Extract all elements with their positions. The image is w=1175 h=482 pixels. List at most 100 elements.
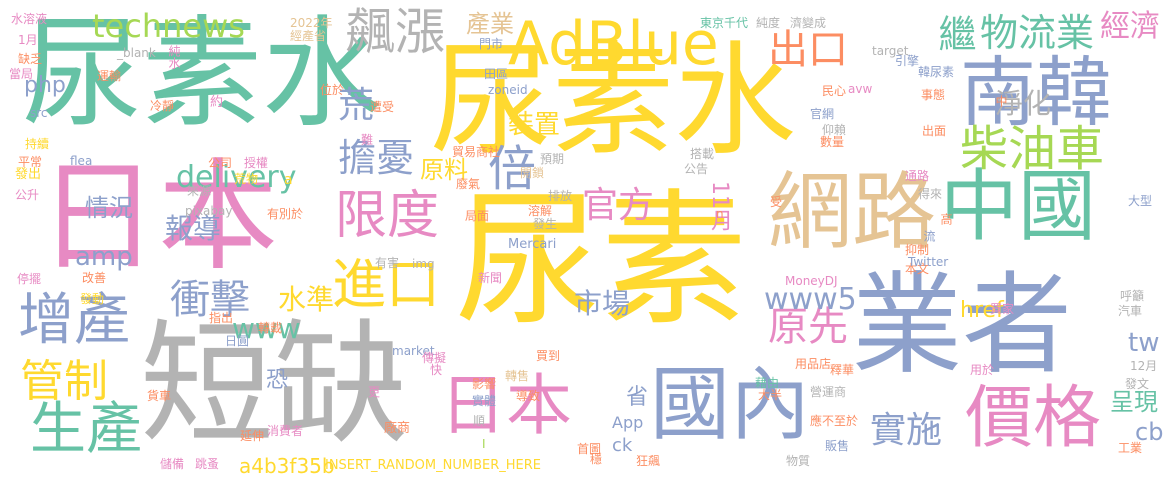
word-cloud-word: 中國 xyxy=(940,162,1097,252)
word-cloud-word: zoneid xyxy=(488,83,528,97)
word-cloud-word: 冷靜 xyxy=(150,99,175,113)
word-cloud-word: 倍 xyxy=(488,141,537,197)
word-cloud-word: 消費者 xyxy=(267,424,304,438)
word-cloud-word: delivery xyxy=(176,160,297,195)
word-cloud-word: 快 xyxy=(430,363,443,377)
word-cloud-word: 經濟 xyxy=(1100,9,1160,44)
word-cloud-word: 出面 xyxy=(922,124,947,138)
word-cloud-word: 發出 xyxy=(15,167,42,182)
word-cloud-word: 經產省 xyxy=(290,29,327,43)
word-cloud-word: 實施 xyxy=(870,410,943,451)
word-cloud-word: 跳蚤 xyxy=(195,457,220,471)
word-cloud-word: 12月 xyxy=(1130,359,1158,373)
word-cloud-word: 純水 xyxy=(167,45,181,69)
word-cloud-word: 公司 xyxy=(208,156,233,170)
word-cloud-word: 高 xyxy=(939,213,953,225)
word-cloud-word: 發動 xyxy=(80,292,105,306)
word-cloud-word: 限度 xyxy=(335,186,440,246)
word-cloud-word: 東京千代 xyxy=(700,16,749,30)
word-cloud-word: ck xyxy=(612,435,633,456)
word-cloud-word: 大型 xyxy=(1128,194,1153,208)
word-cloud-word: 水溶液 xyxy=(11,12,48,26)
word-cloud-word: 持續 xyxy=(25,137,50,151)
word-cloud-word: 實體 xyxy=(472,394,497,408)
word-cloud-word: 溶解 xyxy=(528,204,553,218)
word-cloud-word: 產業 xyxy=(466,10,514,38)
word-cloud-word: _blank xyxy=(117,46,156,60)
word-cloud-word: 數量 xyxy=(820,135,845,149)
word-cloud-word: 買到 xyxy=(536,349,561,363)
word-cloud-word: 短缺 xyxy=(140,307,409,463)
word-cloud-word: a xyxy=(284,172,293,188)
word-cloud-word: 排放 xyxy=(548,189,573,203)
word-cloud-word: 省 xyxy=(626,385,649,410)
word-cloud-word: 11月 xyxy=(707,181,732,231)
word-cloud-word: 有別於 xyxy=(267,207,304,221)
word-cloud-word: 狂飆 xyxy=(636,454,661,468)
word-cloud-word: 流 xyxy=(922,230,936,242)
word-cloud-word: MoneyDJ xyxy=(785,274,838,288)
word-cloud-word: 價格 xyxy=(965,379,1102,458)
word-cloud-word: 原料 xyxy=(420,156,468,184)
word-cloud-word: 日本 xyxy=(440,367,572,444)
word-cloud-word: 抑制 xyxy=(905,243,930,257)
word-cloud-word: n xyxy=(716,207,724,221)
word-cloud-word: a4b3f35b xyxy=(239,454,335,478)
word-cloud-word: img xyxy=(412,257,435,271)
word-cloud-word: 更 xyxy=(368,385,381,399)
word-cloud-word: 市場 xyxy=(574,287,631,320)
word-cloud-word: 恐 xyxy=(266,368,289,393)
word-cloud-word: 授權 xyxy=(244,156,269,170)
word-cloud-word: Mercari xyxy=(508,237,557,252)
word-cloud-word: tw xyxy=(1128,328,1160,358)
word-cloud-word: href xyxy=(960,298,1004,323)
word-cloud-word: 情況 xyxy=(85,194,133,222)
word-cloud-word: 官網 xyxy=(810,107,835,121)
word-cloud-word: 工業 xyxy=(1118,441,1143,455)
word-cloud-word: 擔憂 xyxy=(338,136,415,180)
word-cloud-word: 傳擬 xyxy=(422,351,447,365)
word-cloud-word: 得來 xyxy=(918,187,943,201)
word-cloud-word: 當局 xyxy=(9,67,34,81)
word-cloud-word: 尿素水 xyxy=(430,30,796,172)
word-cloud-word: 物質 xyxy=(786,454,811,468)
word-cloud-word: 田區 xyxy=(484,67,509,81)
word-cloud-word: 增產 xyxy=(18,288,130,353)
word-cloud-word: 事態 xyxy=(921,88,946,102)
word-cloud-word: AdBlue xyxy=(508,9,719,79)
word-cloud-word: market xyxy=(392,344,435,358)
word-cloud-word: 平常 xyxy=(18,155,43,169)
word-cloud-word: 生產 xyxy=(30,397,142,462)
word-cloud-word: technews xyxy=(92,7,245,45)
word-cloud-word: 首圖 xyxy=(577,442,602,456)
word-cloud-word: 尿素水 xyxy=(22,5,382,144)
word-cloud-word: 預期 xyxy=(540,152,565,166)
word-cloud-word: 改善 xyxy=(82,271,107,285)
word-cloud-word: 大半 xyxy=(758,388,783,402)
word-cloud-word: 穩 xyxy=(590,452,603,466)
word-cloud-word: 用於 xyxy=(970,363,995,377)
word-cloud-word: 釋華 xyxy=(830,363,855,377)
word-cloud-word: 本文 xyxy=(905,262,930,276)
word-cloud-word: flea xyxy=(70,154,93,168)
word-cloud-word: 轉售 xyxy=(505,369,530,383)
word-cloud-word: 運輸 xyxy=(97,69,122,83)
word-cloud-word: 難 xyxy=(361,133,374,147)
word-cloud-word: 日圓 xyxy=(225,334,250,348)
word-cloud-word: 藉由 xyxy=(755,376,780,390)
word-cloud-word: 儲備 xyxy=(160,457,185,471)
word-cloud-word: 位於 xyxy=(320,83,345,97)
word-cloud-word: 2022年 xyxy=(290,16,333,30)
word-cloud-word: 遭受 xyxy=(370,100,395,114)
word-cloud-word: 國內 xyxy=(650,358,810,451)
word-cloud-word: 影響 xyxy=(472,377,497,391)
word-cloud-word: 應不至於 xyxy=(810,414,859,428)
word-cloud-word: 網路 xyxy=(768,163,937,261)
word-cloud-word: 荒物 xyxy=(234,172,259,186)
word-cloud-word: 韓尿素 xyxy=(918,65,955,79)
word-cloud-word: cb xyxy=(1135,418,1164,446)
word-cloud-word: 進口 xyxy=(332,253,440,316)
word-cloud-word: 約 xyxy=(210,95,224,110)
word-cloud-word: I xyxy=(482,437,486,451)
word-cloud-word: 門市 xyxy=(479,37,504,51)
